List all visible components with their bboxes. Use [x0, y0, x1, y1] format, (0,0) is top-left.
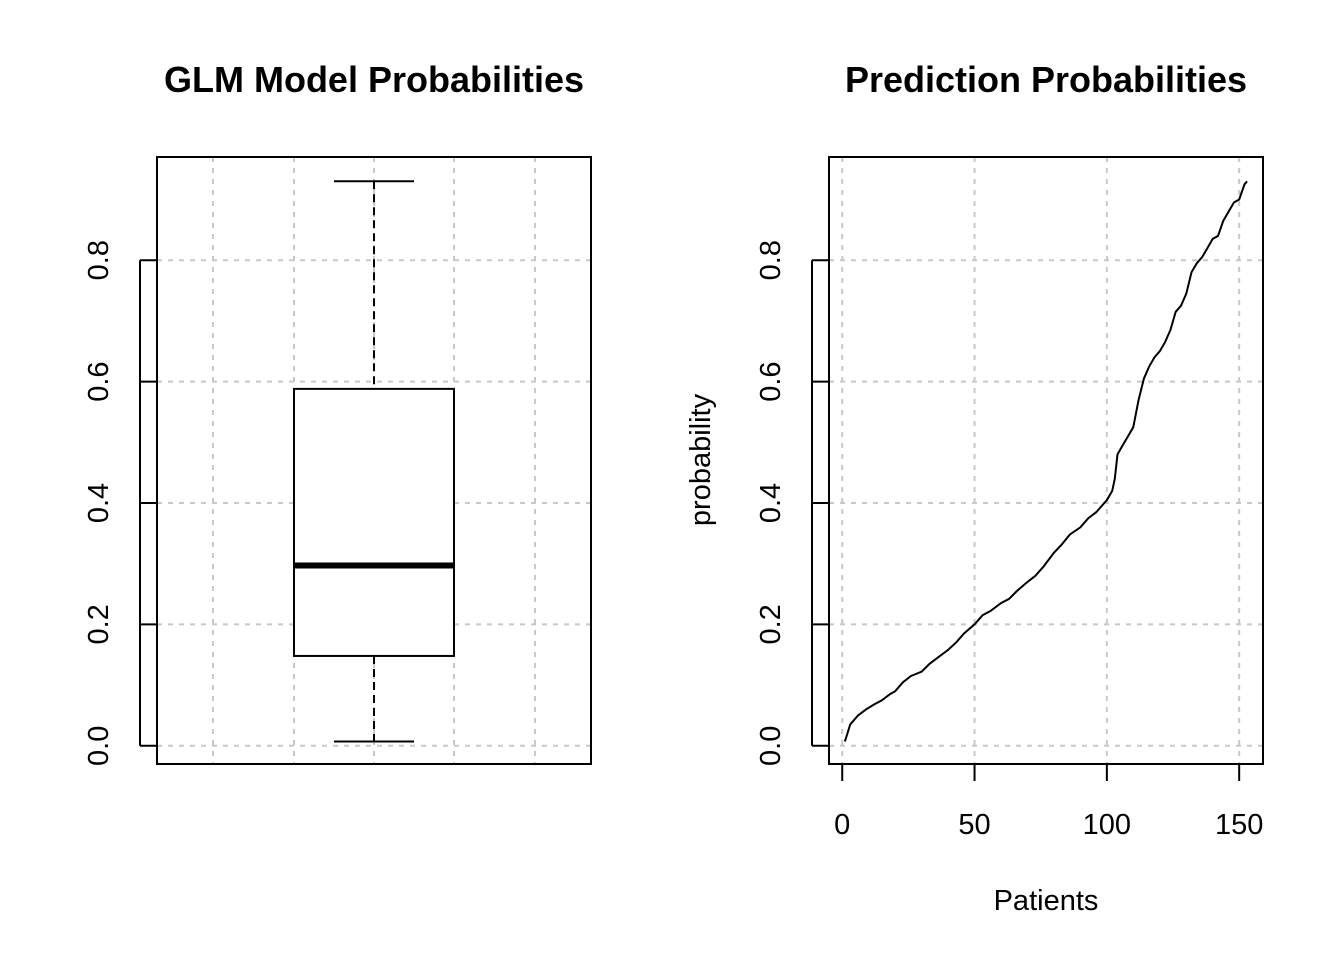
boxplot-body [293, 180, 455, 743]
boxplot-grid [157, 157, 591, 764]
x-tick-label-0: 0 [834, 809, 850, 841]
y-tick-label-2: 0.4 [83, 483, 115, 523]
lineplot-frame [828, 156, 1264, 765]
lineplot-x-axis: 0 50 100 150 [834, 763, 1263, 841]
x-tick-label-2: 100 [1083, 809, 1131, 841]
y-tick-label-0: 0.0 [755, 726, 787, 766]
series-line [843, 180, 1248, 742]
y-tick-label-3: 0.6 [755, 361, 787, 401]
y-tick-label-1: 0.2 [83, 604, 115, 644]
lineplot-title: Prediction Probabilities [845, 59, 1247, 100]
boxplot-title: GLM Model Probabilities [164, 59, 584, 100]
lineplot-y-axis: 0.0 0.2 0.4 0.6 0.8 [755, 240, 829, 766]
boxplot-y-axis: 0.0 0.2 0.4 0.6 0.8 [83, 240, 157, 766]
boxplot-panel: GLM Model Probabilities 0.0 0.2 0.4 0.6 0.8 [83, 59, 592, 766]
lineplot-grid [829, 157, 1263, 764]
iqr-box [293, 387, 455, 657]
y-tick-label-0: 0.0 [83, 726, 115, 766]
y-axis-title: probability [685, 393, 717, 526]
lineplot-panel: Prediction Probabilities 0.0 0.2 0.4 0.6 0.8… [685, 59, 1264, 917]
y-tick-label-4: 0.8 [83, 240, 115, 280]
y-tick-label-1: 0.2 [755, 604, 787, 644]
y-tick-label-2: 0.4 [755, 483, 787, 523]
y-tick-label-3: 0.6 [83, 361, 115, 401]
boxplot-frame [156, 156, 592, 765]
y-tick-label-4: 0.8 [755, 240, 787, 280]
x-axis-title: Patients [994, 885, 1099, 917]
x-tick-label-3: 150 [1215, 809, 1263, 841]
x-tick-label-1: 50 [958, 809, 990, 841]
